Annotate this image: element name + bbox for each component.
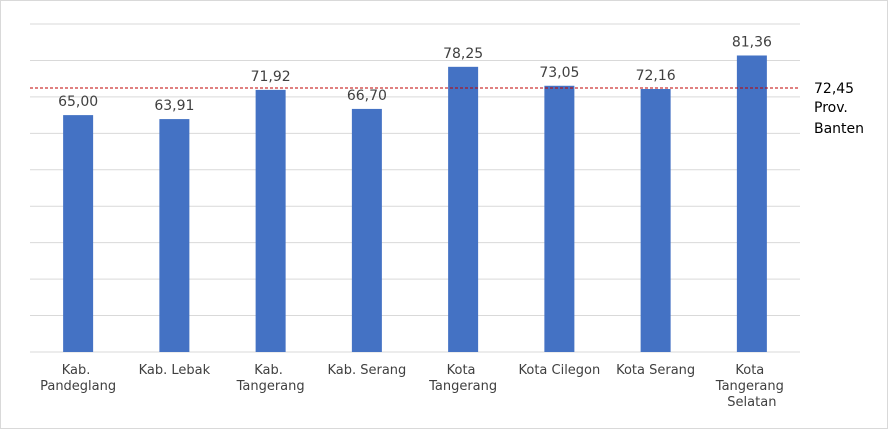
reference-name: Prov. Banten [814,100,864,137]
value-label: 63,91 [154,98,194,114]
value-label: 78,25 [443,46,483,62]
bar [159,119,190,352]
bar [63,115,94,352]
x-tick-label: Kota Serang [616,363,695,378]
x-tick-label: Kab. Pandeglang [40,363,116,394]
bar [640,89,671,352]
x-tick-label: Kota Tangerang [428,363,497,394]
value-label: 71,92 [251,69,291,85]
bar [255,89,286,353]
value-label: 72,16 [636,68,676,84]
x-tick-label: Kab. Lebak [139,363,211,378]
x-tick-label: Kota Cilegon [518,363,600,378]
bar [736,55,767,352]
value-label: 66,70 [347,88,387,104]
x-tick-label: Kota Tangerang Selatan [715,363,788,410]
x-tick-label: Kab. Tangerang [236,363,305,394]
bar [448,66,479,353]
value-label: 73,05 [539,65,579,81]
bar [351,108,382,352]
reference-value: 72,45 [814,81,854,97]
bar [544,85,575,353]
value-label: 65,00 [58,94,98,110]
value-label: 81,36 [732,34,772,50]
x-tick-label: Kab. Serang [327,363,406,378]
